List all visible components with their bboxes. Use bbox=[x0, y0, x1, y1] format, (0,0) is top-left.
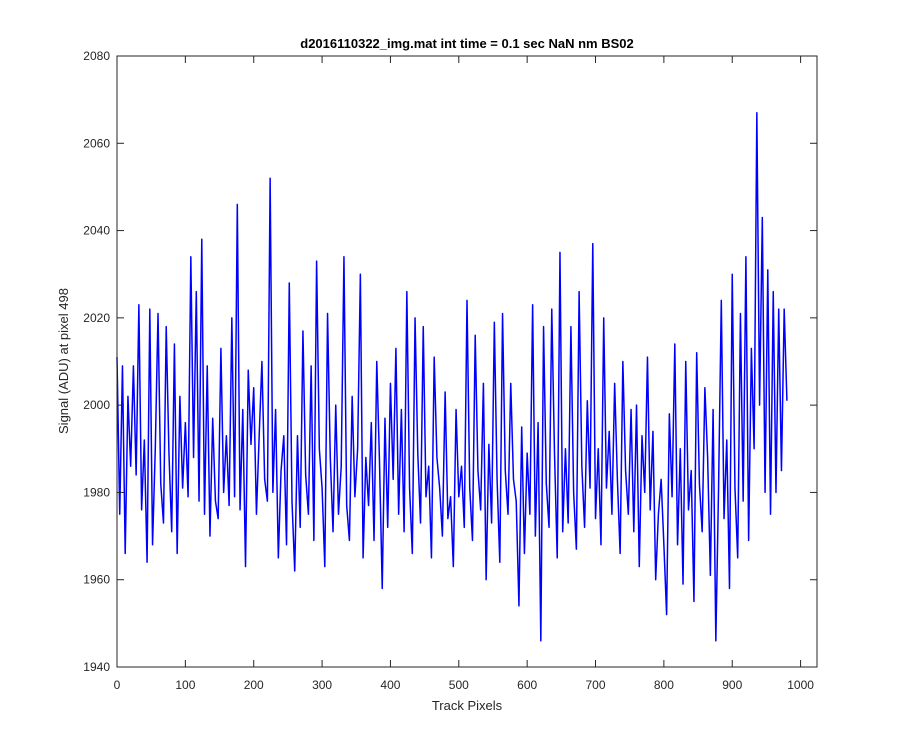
x-tick-label: 800 bbox=[654, 678, 674, 692]
series-line-0 bbox=[116, 111, 788, 642]
x-tick-label: 400 bbox=[380, 678, 400, 692]
x-tick-label: 1000 bbox=[787, 678, 814, 692]
y-tick-label: 1960 bbox=[83, 573, 110, 587]
x-tick-label: 900 bbox=[722, 678, 742, 692]
y-tick-label: 2080 bbox=[83, 49, 110, 63]
x-tick-label: 100 bbox=[175, 678, 195, 692]
y-tick-label: 1940 bbox=[83, 660, 110, 674]
x-tick-label: 200 bbox=[244, 678, 264, 692]
ticks-layer: 0 100 200 300 400 500 600 700 800 900 1000 1940 1960… bbox=[83, 49, 817, 692]
x-tick-label: 700 bbox=[586, 678, 606, 692]
y-tick-label: 2060 bbox=[83, 136, 110, 150]
y-tick-label: 2000 bbox=[83, 398, 110, 412]
x-tick-label: 600 bbox=[517, 678, 537, 692]
series-layer bbox=[116, 111, 788, 642]
y-axis-label: Signal (ADU) at pixel 498 bbox=[56, 288, 71, 434]
chart-title: d2016110322_img.mat int time = 0.1 sec N… bbox=[300, 36, 633, 51]
x-tick-label: 500 bbox=[449, 678, 469, 692]
y-tick-label: 2040 bbox=[83, 224, 110, 238]
y-tick-label: 1980 bbox=[83, 485, 110, 499]
x-tick-label: 0 bbox=[114, 678, 121, 692]
x-tick-label: 300 bbox=[312, 678, 332, 692]
axes-box bbox=[116, 55, 818, 668]
y-tick-label: 2020 bbox=[83, 311, 110, 325]
x-axis-label: Track Pixels bbox=[432, 698, 503, 713]
